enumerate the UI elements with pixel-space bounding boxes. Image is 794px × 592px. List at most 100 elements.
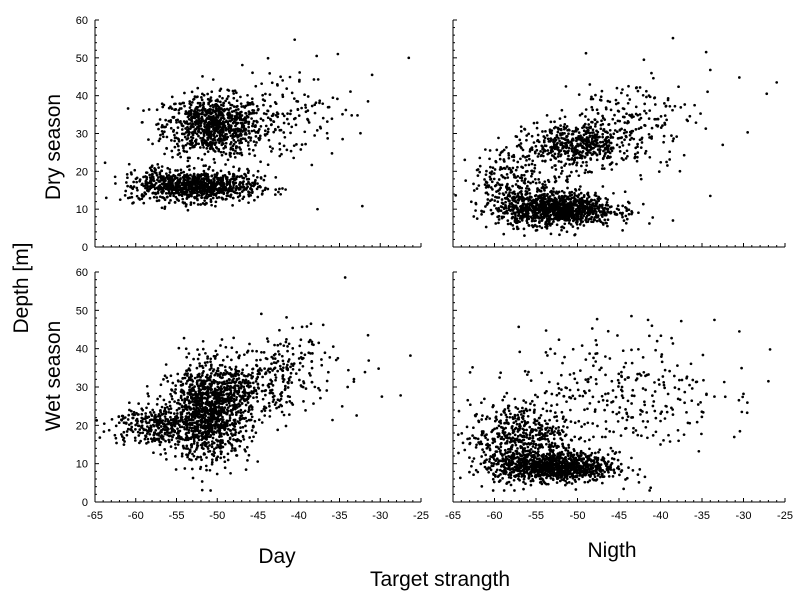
data-point	[590, 220, 593, 224]
data-point	[176, 118, 180, 122]
data-point	[218, 95, 222, 98]
data-point	[606, 155, 610, 158]
data-point	[541, 182, 545, 186]
data-point	[241, 434, 245, 438]
data-point	[278, 142, 282, 145]
data-point	[188, 139, 192, 143]
data-point	[491, 193, 495, 197]
data-point	[234, 131, 238, 135]
data-point	[236, 151, 239, 155]
data-point	[506, 222, 510, 226]
data-point	[241, 425, 245, 429]
data-point	[244, 468, 248, 471]
data-point	[213, 161, 217, 164]
data-point	[228, 153, 232, 157]
data-point	[200, 98, 204, 102]
data-point	[578, 150, 582, 154]
data-point	[227, 170, 231, 174]
data-point	[609, 141, 613, 145]
data-point	[551, 206, 555, 209]
data-point	[497, 178, 501, 181]
data-point	[539, 213, 543, 217]
data-point	[601, 215, 604, 218]
data-point	[219, 87, 223, 91]
data-point	[574, 126, 578, 130]
data-point	[208, 188, 212, 191]
data-point	[175, 190, 178, 194]
data-point	[146, 186, 149, 190]
data-point	[213, 119, 216, 122]
data-point	[640, 141, 644, 144]
data-point	[185, 173, 189, 176]
data-point	[152, 191, 155, 195]
data-point	[220, 103, 223, 107]
data-point	[585, 140, 589, 144]
data-point	[156, 178, 159, 182]
data-point	[235, 145, 239, 149]
data-point	[159, 187, 163, 191]
data-point	[565, 145, 568, 149]
data-point	[613, 121, 617, 125]
data-point	[659, 160, 663, 164]
data-point	[166, 177, 170, 181]
data-point	[519, 125, 523, 129]
data-point	[621, 211, 624, 215]
data-point	[232, 129, 235, 132]
data-point	[186, 111, 189, 115]
data-point	[283, 135, 287, 139]
data-point	[506, 182, 509, 186]
data-point	[650, 126, 654, 130]
data-point	[616, 109, 620, 113]
data-point	[266, 163, 270, 167]
data-point	[229, 146, 233, 150]
data-point	[219, 180, 223, 183]
data-point	[657, 170, 661, 173]
data-point	[516, 165, 519, 169]
data-point	[156, 122, 160, 126]
data-point	[223, 138, 226, 142]
data-point	[165, 172, 168, 176]
data-point	[490, 212, 494, 216]
data-point	[559, 124, 562, 127]
data-point	[645, 89, 648, 93]
data-point	[166, 188, 170, 191]
data-point	[533, 166, 537, 170]
data-point	[170, 188, 174, 192]
data-point	[648, 155, 652, 159]
data-point	[185, 150, 189, 154]
data-point	[179, 155, 183, 159]
data-point	[219, 188, 222, 191]
data-point	[245, 120, 248, 124]
y-tick-label: 20	[76, 420, 88, 432]
data-point	[222, 146, 226, 150]
data-point	[507, 208, 511, 212]
data-point	[158, 195, 162, 199]
data-point	[288, 75, 292, 79]
data-point	[252, 435, 255, 439]
data-point	[229, 127, 233, 130]
data-point	[200, 127, 203, 131]
data-point	[239, 148, 242, 151]
data-point	[179, 119, 182, 123]
data-point	[252, 174, 255, 177]
data-point	[235, 184, 238, 188]
data-point	[633, 155, 637, 159]
data-point	[213, 129, 217, 133]
data-point	[534, 144, 538, 148]
data-point	[523, 177, 527, 181]
data-point	[226, 439, 230, 443]
data-point	[300, 143, 304, 146]
data-point	[635, 159, 639, 163]
data-point	[477, 184, 481, 187]
data-point	[212, 138, 216, 142]
data-point	[490, 180, 494, 184]
data-point	[516, 227, 519, 231]
data-point	[589, 151, 592, 155]
data-point	[266, 130, 270, 134]
data-point	[222, 455, 226, 459]
data-point	[606, 210, 609, 213]
data-point	[592, 131, 595, 134]
data-point	[507, 186, 511, 190]
data-point	[597, 207, 600, 210]
data-point	[504, 211, 508, 215]
